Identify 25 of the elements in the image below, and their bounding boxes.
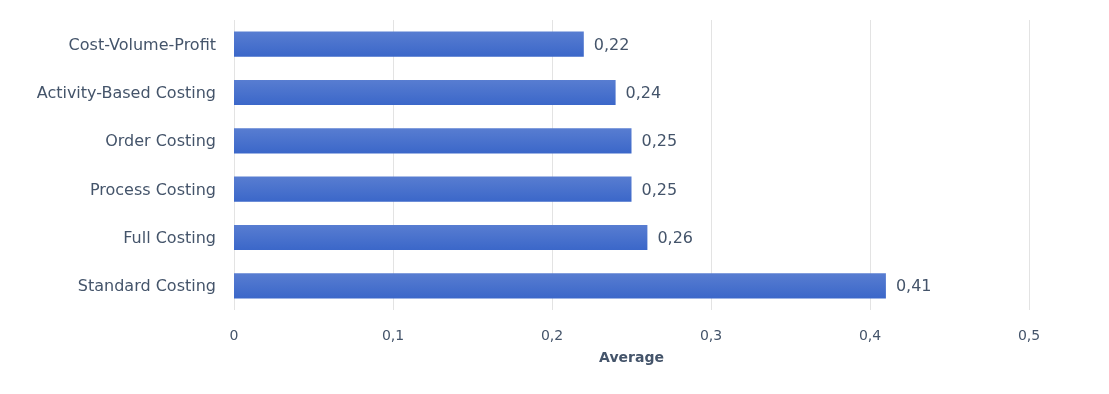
x-axis-title: Average (599, 349, 664, 365)
data-label: 0,41 (895, 276, 932, 296)
y-tick-label: Full Costing (123, 228, 216, 247)
bar (234, 31, 584, 57)
x-tick-label: 0,2 (540, 327, 564, 343)
bar (234, 273, 886, 299)
bar (234, 176, 632, 202)
y-tick-label: Process Costing (89, 179, 216, 199)
data-label: 0,25 (641, 131, 678, 151)
x-tick-label: 0 (229, 327, 239, 343)
bar (234, 128, 632, 154)
data-label: 0,26 (657, 228, 694, 247)
x-tick-label: 0,5 (1017, 327, 1041, 343)
data-label: 0,25 (641, 179, 678, 199)
x-tick-label: 0,1 (381, 327, 405, 343)
bar (234, 224, 648, 251)
bar (234, 79, 616, 106)
y-tick-label: Cost-Volume-Profit (68, 34, 216, 54)
x-tick-label: 0,3 (699, 327, 723, 343)
x-tick-label: 0,4 (858, 327, 882, 343)
y-tick-label: Standard Costing (77, 276, 216, 296)
data-label: 0,24 (625, 83, 662, 102)
data-label: 0,22 (593, 34, 630, 54)
y-tick-label: Activity-Based Costing (36, 83, 216, 102)
y-tick-label: Order Costing (105, 131, 216, 151)
